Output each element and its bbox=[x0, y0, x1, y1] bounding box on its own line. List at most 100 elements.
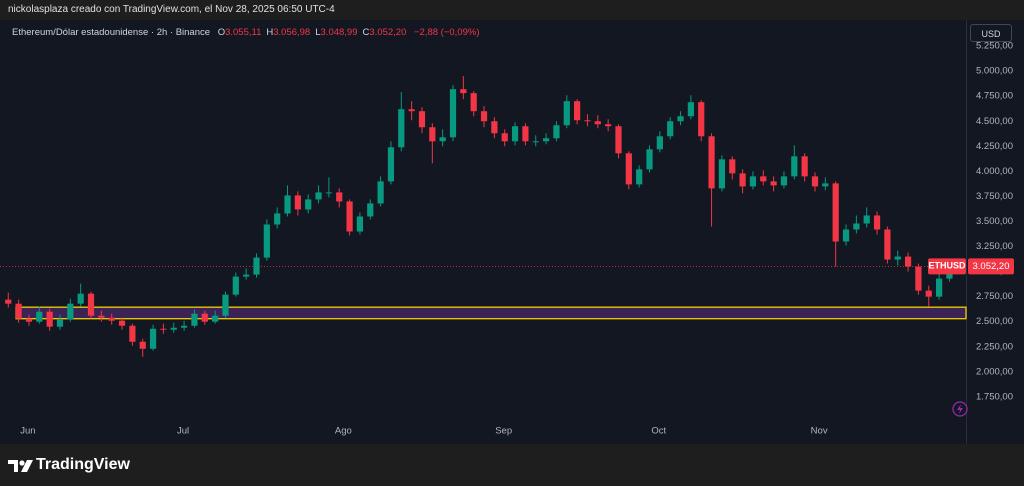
candle-body bbox=[263, 224, 270, 258]
zone bbox=[15, 306, 967, 320]
x-tick-label: Jun bbox=[20, 426, 35, 437]
y-tick-label: 2.250,00 bbox=[976, 341, 1013, 352]
candle-body bbox=[253, 257, 260, 275]
footer: TradingView bbox=[0, 444, 1024, 486]
candle-body bbox=[801, 156, 808, 177]
ohlc-key: O bbox=[217, 27, 226, 38]
candle-body bbox=[139, 341, 146, 349]
candle-body bbox=[160, 328, 167, 330]
candle-body bbox=[625, 153, 632, 185]
candle-body bbox=[925, 290, 932, 297]
symbol-title: Ethereum/Dólar estadounidense · 2h · Bin… bbox=[12, 27, 211, 38]
ohlc-value: 3.048,99 bbox=[320, 27, 358, 38]
candle-body bbox=[904, 256, 912, 267]
candle-body bbox=[212, 315, 219, 322]
candle-body bbox=[718, 159, 726, 189]
candle-body bbox=[511, 126, 519, 142]
candle-body bbox=[574, 101, 581, 121]
candle-body bbox=[863, 215, 870, 224]
candle-body bbox=[687, 102, 694, 117]
candle-body bbox=[542, 138, 550, 142]
brand-name: TradingView bbox=[36, 456, 130, 473]
candle-body bbox=[15, 303, 22, 319]
y-tick-label: 2.500,00 bbox=[976, 316, 1013, 327]
candle-body bbox=[594, 121, 601, 125]
ohlc-value: 3.055,11 bbox=[225, 27, 262, 38]
legend: Ethereum/Dólar estadounidense · 2h · Bin… bbox=[12, 27, 480, 38]
candle-body bbox=[822, 183, 829, 187]
candle-body bbox=[842, 229, 850, 242]
plot: 1.750,00 2.000,00 2.250,00 2.500,00 2.750,00… bbox=[0, 41, 1014, 437]
ohlc-key: H bbox=[266, 27, 274, 38]
candle-body bbox=[46, 311, 53, 327]
replay-icon bbox=[952, 401, 968, 417]
y-tick-label: 4.500,00 bbox=[976, 116, 1013, 127]
candle-body bbox=[884, 229, 891, 260]
candle-body bbox=[584, 120, 591, 122]
candle-body bbox=[563, 101, 570, 126]
candle-body bbox=[460, 89, 467, 94]
currency-button[interactable]: USD bbox=[970, 24, 1012, 42]
candle-body bbox=[749, 176, 757, 187]
candle-body bbox=[387, 147, 395, 182]
candle-body bbox=[336, 192, 343, 202]
candle-body bbox=[67, 303, 74, 320]
candle-body bbox=[398, 109, 405, 148]
candle-body bbox=[429, 127, 436, 142]
candle-body bbox=[191, 313, 198, 326]
candle-body bbox=[180, 325, 188, 328]
candle-body bbox=[698, 102, 705, 137]
ohlc-value: 3.052,20 bbox=[369, 27, 407, 38]
candle-body bbox=[108, 317, 115, 321]
candle-body bbox=[646, 149, 653, 170]
candle-body bbox=[346, 201, 353, 232]
candle-body bbox=[480, 111, 488, 122]
candle-body bbox=[915, 266, 922, 291]
candle-body bbox=[491, 121, 498, 134]
candle-body bbox=[677, 116, 684, 122]
candle-body bbox=[170, 327, 177, 330]
candle-body bbox=[367, 203, 374, 217]
candle-body bbox=[201, 313, 208, 322]
candle-body bbox=[760, 176, 767, 182]
candle-body bbox=[25, 318, 33, 322]
candle-body bbox=[408, 109, 415, 112]
change: −2,88 (−0,09%) bbox=[414, 27, 480, 38]
y-tick-label: 2.750,00 bbox=[976, 291, 1013, 302]
candle-body bbox=[729, 159, 736, 174]
candle-body bbox=[667, 121, 674, 137]
candle-body bbox=[284, 195, 291, 214]
candle-body bbox=[294, 195, 301, 210]
candle-body bbox=[522, 126, 529, 142]
y-tick-label: 4.250,00 bbox=[976, 141, 1013, 152]
y-tick-label: 3.500,00 bbox=[976, 216, 1013, 227]
brand-logo bbox=[8, 460, 33, 472]
candle-body bbox=[418, 111, 426, 128]
ohlc-key: L bbox=[315, 27, 321, 38]
candle-body bbox=[243, 274, 250, 277]
last-price-label: 3.052,20 bbox=[973, 261, 1010, 272]
candle-body bbox=[605, 124, 612, 127]
candle-body bbox=[873, 215, 881, 230]
y-tick-label: 1.750,00 bbox=[976, 391, 1013, 402]
credit: nickolasplaza creado con TradingView.com… bbox=[8, 4, 335, 15]
x-tick-label: Ago bbox=[335, 426, 352, 437]
chart: 1.750,00 2.000,00 2.250,00 2.500,00 2.750,00… bbox=[0, 20, 1024, 444]
candle-body bbox=[356, 216, 364, 232]
y-tick-label: 4.000,00 bbox=[976, 166, 1013, 177]
candle-body bbox=[149, 328, 157, 349]
candle-body bbox=[118, 320, 126, 326]
candle-body bbox=[501, 133, 508, 142]
y-tick-label: 3.750,00 bbox=[976, 191, 1013, 202]
candle-body bbox=[708, 136, 715, 189]
candle-body bbox=[832, 183, 839, 242]
candle-body bbox=[791, 156, 798, 177]
candle-body bbox=[739, 173, 746, 187]
candle-body bbox=[222, 294, 229, 316]
y-tick-label: 5.250,00 bbox=[976, 41, 1013, 52]
candle-body bbox=[98, 315, 105, 318]
candle-body bbox=[305, 199, 312, 210]
candle-body bbox=[470, 93, 477, 112]
candle-body bbox=[129, 325, 136, 342]
